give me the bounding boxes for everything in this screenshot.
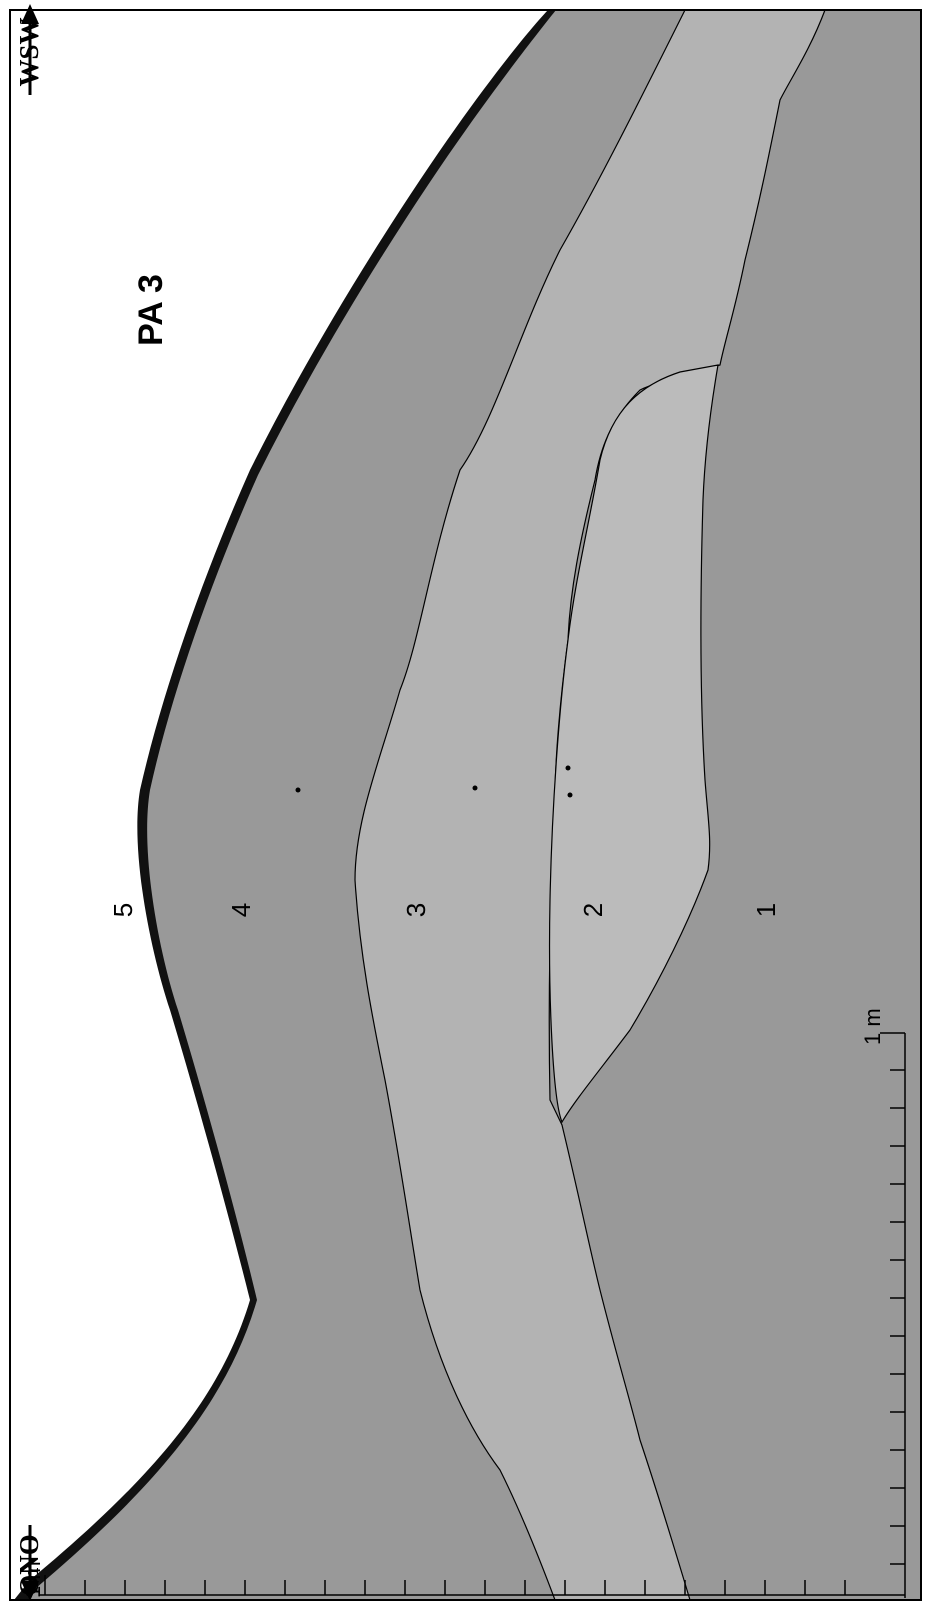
layer-label: 5 (108, 903, 138, 917)
layer-label: 3 (401, 903, 431, 917)
page: 1 m 1 m WSW ONO PA 3 5 4 3 2 1 (() => { … (0, 0, 931, 1603)
direction-label: ONO (14, 1534, 44, 1596)
scale-label: 1 m (860, 1008, 885, 1045)
profile-title: PA 3 (132, 274, 170, 346)
marker-dot (296, 788, 301, 793)
layer-label: 4 (226, 903, 256, 917)
marker-dot (568, 793, 573, 798)
layer-label: 2 (578, 903, 608, 917)
marker-dot (473, 786, 478, 791)
layer-label: 1 (751, 903, 781, 917)
marker-dot (566, 766, 571, 771)
profile-diagram: 1 m 1 m WSW ONO PA 3 5 4 3 2 1 (0, 0, 931, 1603)
direction-label: WSW (14, 17, 44, 86)
